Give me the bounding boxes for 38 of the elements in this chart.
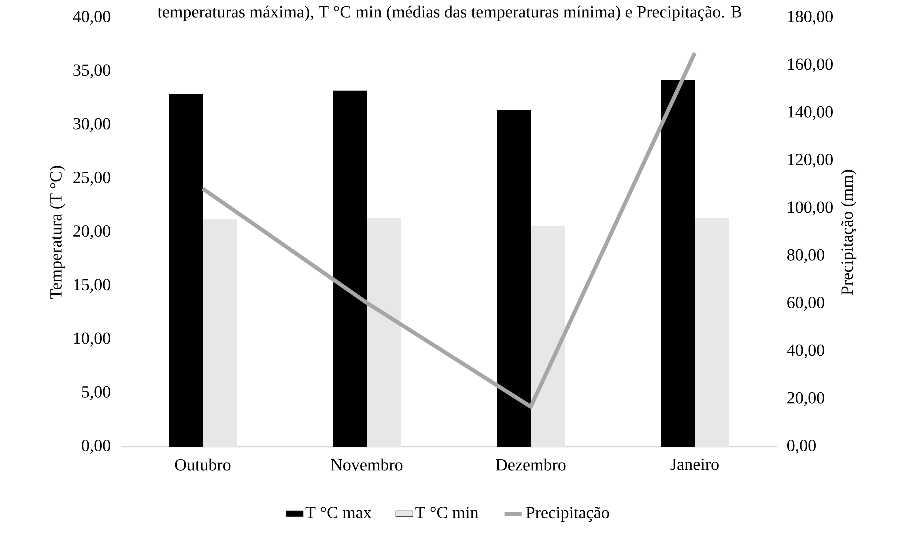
bar [203,220,238,447]
y2-tick-label: 140,00 [788,106,833,120]
y-tick-label: 0,00 [82,440,110,454]
legend-label: T °C max [306,507,372,519]
bar [661,80,695,447]
y2-tick-label: 40,00 [787,344,824,359]
x-tick-label: Novembro [331,458,403,471]
bar [497,110,531,447]
x-tick-label: Outubro [175,458,231,471]
y2-tick-label: 0,00 [788,440,816,454]
x-tick-label: Janeiro [670,458,719,470]
bar [695,218,729,447]
y2-tick-label: 20,00 [788,392,824,406]
bar [531,226,565,447]
y2-tick-label: 180,00 [788,11,833,25]
y2-axis-title: Precipitação (mm) [841,170,857,296]
y2-tick-label: 160,00 [788,58,833,73]
bar [333,90,368,447]
y-axis-title: Temperatura (T °C) [50,166,66,300]
y-tick-label: 30,00 [74,118,110,132]
y2-tick-label: 80,00 [788,249,824,264]
legend-label: T °C min [416,507,479,519]
y-tick-label: 10,00 [74,332,110,347]
bar [169,94,204,447]
y-tick-label: 20,00 [74,226,110,240]
bar [367,218,401,447]
y-tick-label: 40,00 [73,11,110,25]
chart-title: temperaturas máxima), T °C min (médias das temperaturas mínima) e Precipitação. B [158,6,742,22]
y-tick-label: 15,00 [74,279,110,294]
y-tick-label: 5,00 [82,386,110,400]
y2-tick-label: 60,00 [788,297,824,311]
x-tick-label: Dezembro [496,458,566,471]
y2-tick-label: 120,00 [788,154,833,168]
y-tick-label: 25,00 [74,172,110,186]
y-tick-label: 35,00 [74,64,110,79]
y2-tick-label: 100,00 [788,202,833,216]
line-series [201,51,698,409]
legend-label: Precipitação [526,506,610,522]
